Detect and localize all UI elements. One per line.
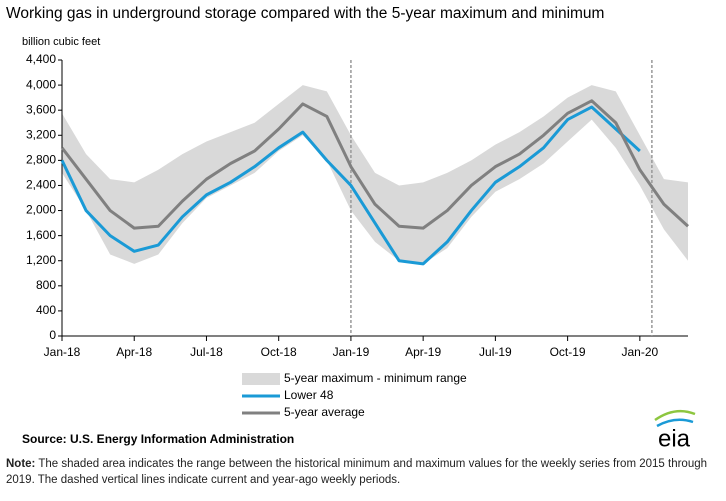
- range-band: [62, 85, 688, 264]
- x-tick-label: Jul-19: [479, 345, 512, 359]
- legend-label: Lower 48: [284, 388, 334, 402]
- x-tick-label: Jan-19: [333, 345, 370, 359]
- y-tick-label: 4,000: [26, 77, 56, 91]
- x-tick-label: Jan-20: [621, 345, 658, 359]
- legend-swatch: [242, 373, 280, 385]
- x-tick-label: Apr-18: [116, 345, 152, 359]
- note-label: Note:: [6, 458, 36, 470]
- logo: eia: [658, 425, 691, 452]
- y-tick-label: 800: [36, 278, 56, 292]
- legend-label: 5-year average: [284, 405, 365, 419]
- y-tick-label: 1,600: [26, 228, 56, 242]
- legend-label: 5-year maximum - minimum range: [284, 371, 467, 385]
- y-tick-label: 0: [49, 328, 56, 342]
- series-line: [60, 99, 690, 230]
- x-tick-label: Oct-19: [550, 345, 586, 359]
- y-tick-label: 4,400: [26, 52, 56, 66]
- x-tick-label: Apr-19: [405, 345, 441, 359]
- x-tick-label: Jan-18: [44, 345, 81, 359]
- y-tick-label: 3,200: [26, 127, 56, 141]
- y-tick-label: 400: [36, 303, 56, 317]
- logo-arc: [654, 409, 696, 422]
- x-tick-label: Jul-18: [190, 345, 223, 359]
- series-line: [60, 105, 641, 266]
- chart-title: Working gas in underground storage compa…: [6, 5, 604, 22]
- x-tick-label: Oct-18: [261, 345, 297, 359]
- y-tick-label: 2,000: [26, 203, 56, 217]
- source: Source: U.S. Energy Information Administ…: [22, 432, 294, 446]
- chart: Working gas in underground storage compa…: [6, 5, 696, 452]
- y-tick-label: 3,600: [26, 102, 56, 116]
- note-text: The shaded area indicates the range betw…: [6, 458, 708, 486]
- note: Note: The shaded area indicates the rang…: [6, 456, 720, 488]
- y-tick-label: 2,800: [26, 153, 56, 167]
- y-tick-label: 2,400: [26, 178, 56, 192]
- y-axis-label: billion cubic feet: [22, 36, 100, 48]
- y-tick-label: 1,200: [26, 253, 56, 267]
- logo-arc: [656, 418, 694, 428]
